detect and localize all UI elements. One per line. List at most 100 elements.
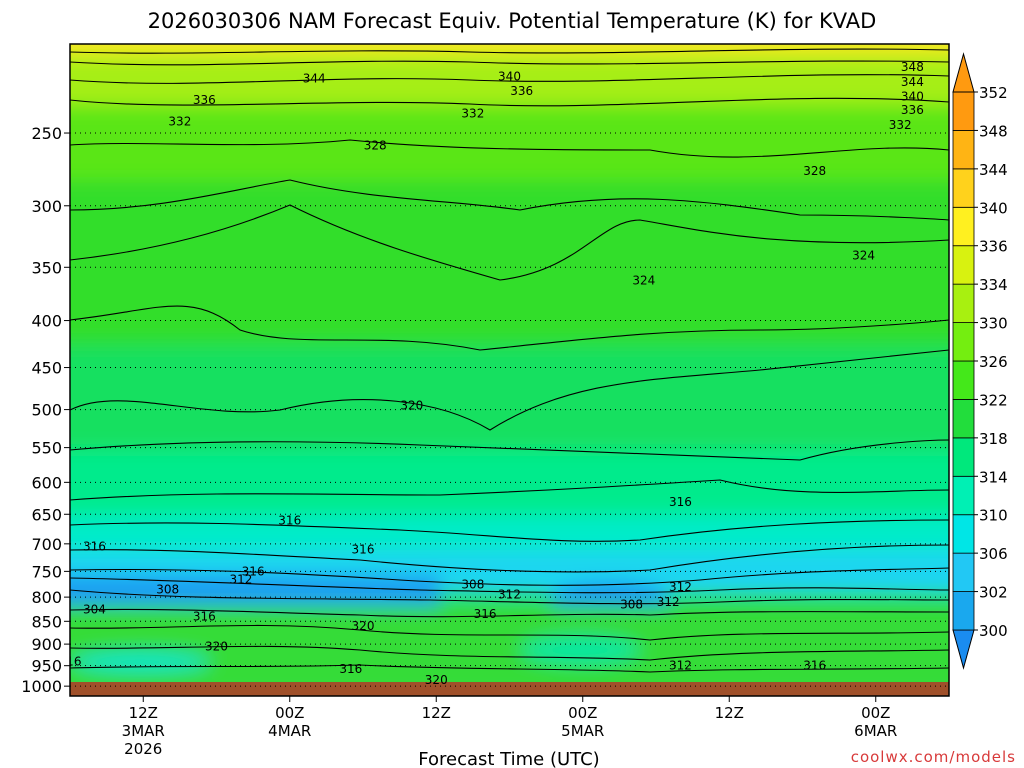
contour-label-28: 312: [669, 580, 692, 594]
contour-label-text-16: 320: [400, 399, 423, 413]
contour-label-text-21: 316: [352, 542, 375, 556]
contour-label-35: 320: [205, 639, 228, 653]
contour-label-34: 320: [352, 619, 375, 633]
y-tick-label-550: 550: [31, 439, 62, 458]
y-tick-label-800: 800: [31, 588, 62, 607]
colorbar-label-348: 348: [979, 122, 1008, 140]
contour-label-29: 312: [657, 595, 680, 609]
contour-label-30: 308: [620, 598, 643, 612]
colorbar-label-330: 330: [979, 315, 1008, 333]
colorbar-segment-300: [952, 591, 975, 631]
blob-teal-left: [70, 652, 210, 672]
contour-316-sfc: [70, 664, 949, 673]
colorbar-label-336: 336: [979, 238, 1008, 256]
contour-label-text-28: 312: [669, 580, 692, 594]
contour-label-text-29: 312: [657, 595, 680, 609]
colorbar-label-310: 310: [979, 507, 1008, 525]
colorbar-label-340: 340: [979, 199, 1008, 217]
x-tick-label-4-0: 12Z: [715, 704, 744, 722]
contour-316-low: [70, 608, 949, 618]
contour-label-27: 312: [498, 588, 521, 602]
contour-label-32: 316: [193, 610, 216, 624]
contour-label-38: 312: [669, 659, 692, 673]
contour-label-11: 328: [364, 139, 387, 153]
contour-label-31: 304: [83, 602, 106, 616]
colorbar-label-300: 300: [979, 622, 1008, 640]
contour-320-low: [70, 624, 949, 641]
contour-308: [70, 577, 949, 594]
y-tick-label-450: 450: [31, 359, 62, 378]
contour-label-text-1: 340: [498, 70, 521, 84]
colorbar-label-352: 352: [979, 84, 1008, 102]
contour-label-text-33: 316: [474, 607, 497, 621]
contour-label-text-18: 316: [278, 513, 301, 527]
contour-label-text-36: 316: [59, 654, 82, 668]
contour-label-24: 312: [229, 572, 252, 586]
contour-label-37: 316: [339, 662, 362, 676]
x-axis-label: Forecast Time (UTC): [418, 749, 599, 768]
colorbar-label-314: 314: [979, 468, 1008, 486]
y-tick-label-650: 650: [31, 505, 62, 524]
x-tick-label-0-0: 12Z: [129, 704, 158, 722]
contour-label-26: 308: [461, 577, 484, 591]
colorbar-segment-340: [952, 168, 975, 208]
colorbar-segment-334: [952, 245, 975, 285]
colorbar-label-334: 334: [979, 276, 1008, 294]
contour-label-text-0: 344: [303, 71, 326, 85]
colorbar-segment-330: [952, 283, 975, 323]
terrain: [70, 682, 949, 696]
contour-label-text-23: 316: [242, 564, 265, 578]
contour-label-text-17: 316: [669, 495, 692, 509]
x-tick-label-0-2: 2026: [124, 740, 162, 758]
contour-label-text-38: 312: [669, 659, 692, 673]
y-tick-label-350: 350: [31, 258, 62, 277]
colorbar-segment-314: [952, 437, 975, 477]
contour-310: [70, 567, 949, 586]
colorbar-label-302: 302: [979, 584, 1008, 602]
band-aqua: [70, 515, 949, 555]
y-axis: 250 300 350 400 450 500 550 600 650 700 750 800 850 9…: [21, 124, 70, 696]
contour-lines: [70, 48, 949, 673]
x-tick-label-5-1: 6MAR: [854, 722, 897, 740]
y-tick-label-400: 400: [31, 312, 62, 331]
contour-label-40: 320: [425, 673, 448, 687]
x-tick-label-3-0: 00Z: [568, 704, 597, 722]
contour-label-36: 316: [59, 654, 82, 668]
contour-336: [70, 74, 949, 84]
contour-326: [70, 179, 949, 221]
contour-label-text-3: 348: [901, 60, 924, 74]
x-tick-label-1-1: 4MAR: [268, 722, 311, 740]
contour-label-text-13: 324: [852, 249, 875, 263]
x-tick-label-1-0: 00Z: [275, 704, 304, 722]
contour-344: [70, 48, 949, 54]
y-tick-label-950: 950: [31, 657, 62, 676]
colorbar-segment-336: [952, 206, 975, 247]
contour-label-text-26: 308: [461, 577, 484, 591]
contour-label-text-8: 332: [168, 115, 191, 129]
contour-label-8: 332: [168, 115, 191, 129]
y-tick-label-500: 500: [31, 401, 62, 420]
contour-label-10: 332: [889, 118, 912, 132]
colorbar-under-arrow: [952, 629, 975, 670]
blob-teal-mid: [520, 636, 640, 664]
contour-label-text-40: 320: [425, 673, 448, 687]
colorbar-segment-310: [952, 475, 975, 516]
contour-label-21: 316: [352, 542, 375, 556]
contour-328: [70, 139, 949, 158]
contour-label-text-9: 332: [461, 106, 484, 120]
contour-322: [70, 305, 949, 351]
contour-label-13: 324: [852, 249, 875, 263]
colorbar: 300 302 306 310 314 318 322 326 330 334 336 340 344 3…: [952, 52, 1008, 670]
contour-label-39: 316: [803, 659, 826, 673]
colorbar-segment-348: [952, 91, 975, 131]
contour-label-7: 336: [193, 93, 216, 107]
band-boundary-green: [70, 605, 949, 695]
colorbar-segment-326: [952, 322, 975, 362]
contour-label-text-24: 312: [229, 572, 252, 586]
contour-label-text-32: 316: [193, 610, 216, 624]
contour-318-low: [70, 645, 949, 661]
contour-label-20: 316: [83, 540, 106, 554]
credit: coolwx.com/models: [851, 748, 1016, 766]
contour-label-17: 316: [669, 495, 692, 509]
